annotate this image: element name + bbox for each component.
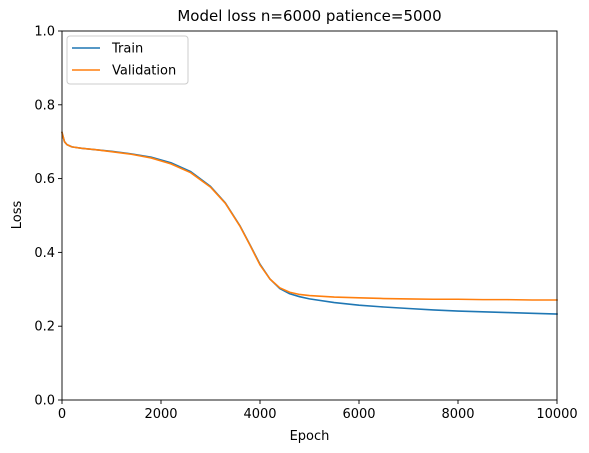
x-axis-label: Epoch [290, 429, 330, 444]
y-axis-label: Loss [10, 201, 25, 230]
y-tick-label: 0.2 [34, 320, 55, 335]
x-tick-label: 8000 [441, 407, 474, 422]
x-tick-label: 4000 [243, 407, 276, 422]
x-tick-label: 2000 [144, 407, 177, 422]
legend: Train Validation [67, 36, 188, 84]
y-tick-label: 1.0 [34, 25, 55, 40]
x-tick-label: 0 [58, 407, 66, 422]
y-tick-label: 0.4 [34, 246, 55, 261]
x-tick-label: 10000 [536, 407, 577, 422]
y-tick-label: 0.0 [34, 394, 55, 409]
x-tick-label: 6000 [342, 407, 375, 422]
chart-title: Model loss n=6000 patience=5000 [177, 7, 441, 25]
y-tick-label: 0.6 [34, 172, 55, 187]
y-tick-label: 0.8 [34, 98, 55, 113]
legend-label-validation: Validation [112, 64, 176, 79]
legend-label-train: Train [111, 42, 143, 57]
